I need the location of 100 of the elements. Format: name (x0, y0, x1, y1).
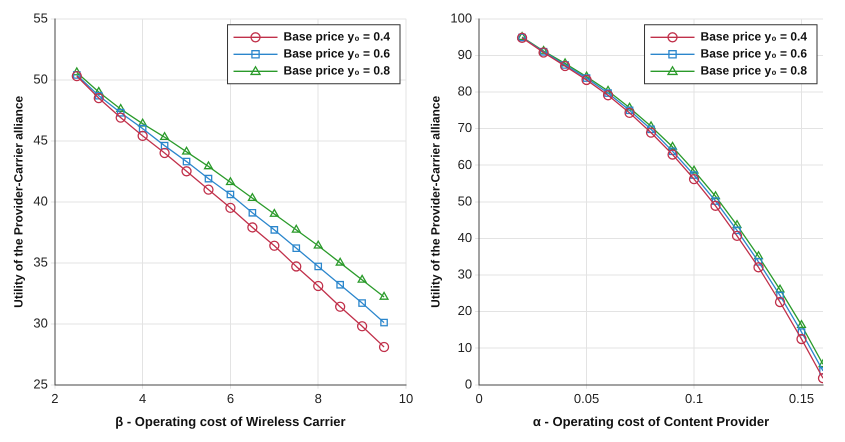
point (712, 197, 720, 205)
point (314, 262, 322, 270)
point (292, 224, 301, 233)
point (690, 171, 698, 179)
point (647, 126, 655, 134)
point (204, 174, 212, 182)
y-tick-label: 70 (458, 120, 472, 136)
y-tick-label: 50 (458, 193, 472, 208)
point (116, 108, 125, 117)
point (798, 328, 806, 336)
point (313, 280, 324, 292)
point (204, 161, 214, 170)
point (710, 191, 720, 200)
y-tick-label: 30 (458, 266, 472, 282)
point (646, 127, 656, 138)
legend-label: Base price y₀ = 0.6 (284, 46, 390, 61)
point (561, 61, 569, 69)
point (668, 142, 678, 150)
point (335, 302, 346, 312)
x-tick-label: 8 (314, 391, 322, 406)
point (625, 102, 634, 111)
y-tick-label: 25 (33, 376, 48, 392)
point (94, 92, 103, 100)
point (380, 318, 388, 326)
point (336, 280, 344, 289)
point (626, 106, 634, 114)
y-tick-label: 45 (33, 132, 48, 148)
point (94, 92, 104, 104)
y-tick-label: 50 (33, 71, 48, 86)
point (248, 208, 256, 217)
point (753, 262, 764, 272)
point (270, 226, 278, 234)
point (138, 118, 148, 127)
legend-label: Base price y₀ = 0.6 (700, 46, 808, 61)
point (291, 261, 302, 272)
x-axis-title: α - Operating cost of Content Provider (532, 414, 770, 429)
y-tick-label: 90 (458, 46, 472, 62)
legend-label: Base price y₀ = 0.4 (284, 30, 390, 44)
point (94, 86, 104, 95)
point (356, 321, 368, 332)
point (796, 334, 807, 344)
y-tick-label: 55 (33, 10, 48, 26)
x-tick-label: 10 (398, 391, 414, 406)
point (182, 158, 190, 166)
y-tick-label: 20 (458, 303, 472, 318)
point (732, 230, 742, 241)
point (582, 74, 590, 82)
y-tick-label: 100 (450, 10, 472, 26)
point (624, 108, 635, 118)
point (667, 149, 678, 160)
point (247, 222, 258, 233)
point (378, 342, 390, 352)
point (159, 148, 170, 158)
point (160, 132, 170, 140)
point (248, 192, 257, 202)
point (358, 299, 366, 307)
point (203, 184, 214, 195)
point (796, 320, 806, 328)
point (336, 258, 345, 266)
point (358, 274, 367, 283)
point (776, 292, 784, 300)
point (137, 130, 148, 142)
point (314, 240, 323, 249)
point (270, 208, 279, 217)
legend-label: Base price y₀ = 0.4 (700, 30, 808, 44)
point (732, 220, 742, 228)
point (225, 202, 236, 214)
point (181, 166, 192, 176)
point (560, 60, 570, 72)
y-tick-label: 30 (33, 315, 48, 330)
point (269, 240, 280, 251)
point (688, 174, 700, 184)
point (72, 71, 81, 79)
x-tick-label: 0 (475, 391, 483, 406)
y-tick-label: 10 (458, 340, 472, 355)
y-tick-label: 60 (458, 156, 472, 172)
x-tick-label: 6 (226, 391, 234, 406)
point (774, 296, 786, 308)
y-tick-label: 40 (458, 230, 472, 245)
point (292, 244, 300, 252)
x-tick-label: 0.05 (574, 391, 600, 406)
point (668, 147, 676, 156)
x-axis-title: β - Operating cost of Wireless Carrier (115, 414, 346, 429)
y-tick-label: 80 (458, 84, 472, 99)
point (689, 166, 699, 174)
point (72, 70, 82, 82)
x-tick-label: 4 (139, 391, 146, 406)
x-tick-label: 0.1 (684, 391, 704, 406)
point (380, 292, 389, 300)
x-tick-label: 0.15 (788, 391, 814, 406)
y-tick-label: 35 (33, 254, 48, 270)
point (116, 112, 126, 123)
point (754, 258, 762, 266)
legend-label: Base price y₀ = 0.8 (284, 64, 390, 78)
point (602, 90, 614, 100)
y-tick-label: 0 (464, 376, 472, 392)
point (182, 146, 192, 155)
point (226, 190, 234, 198)
point (226, 177, 235, 186)
point (160, 142, 168, 150)
